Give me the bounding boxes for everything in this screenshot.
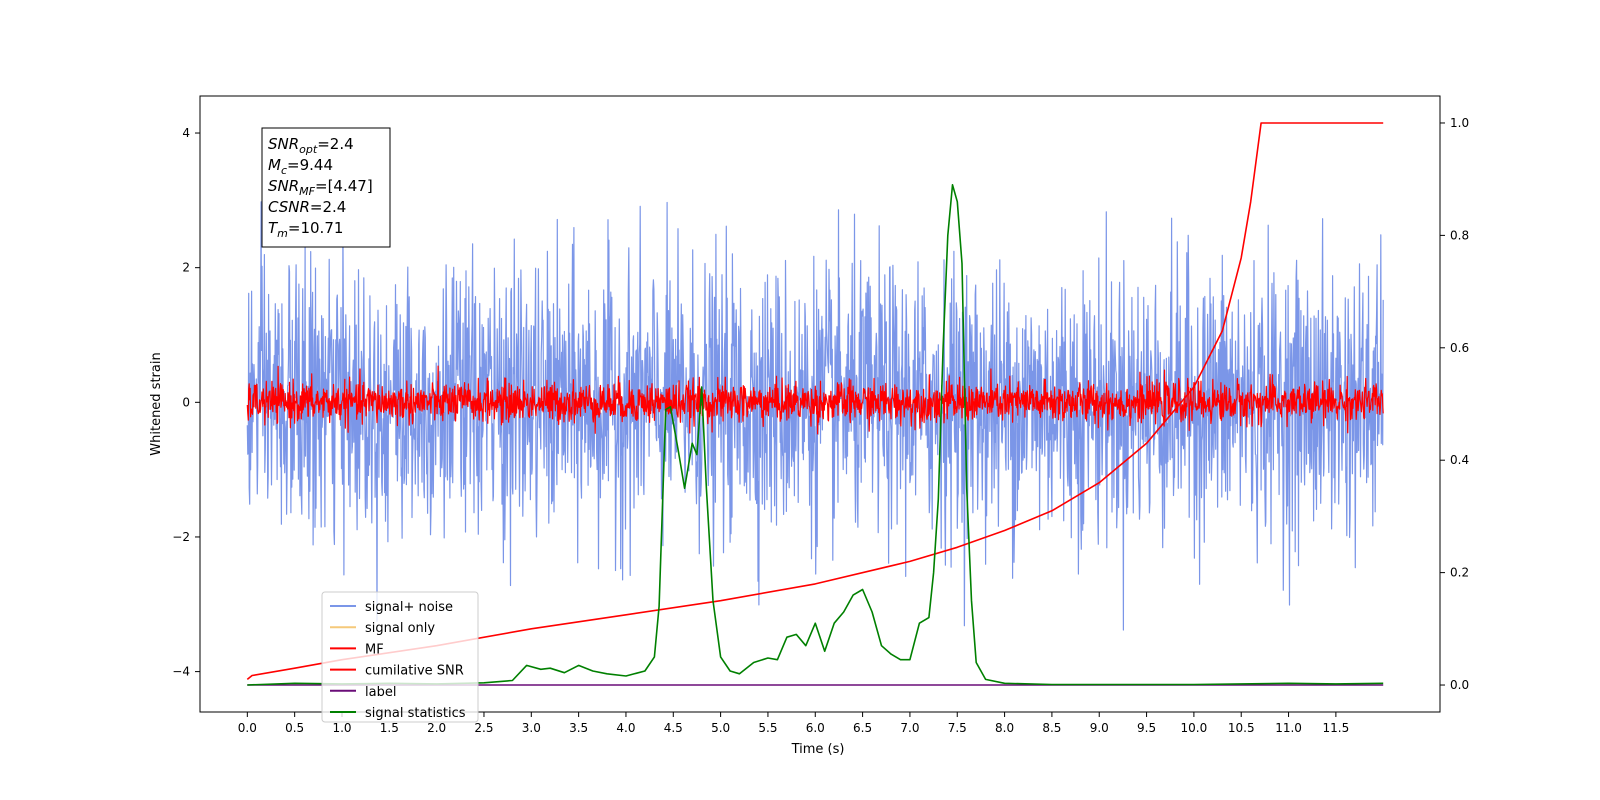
x-tick-label: 7.5 bbox=[948, 721, 967, 735]
x-axis-label: Time (s) bbox=[791, 742, 845, 757]
y-tick-label: 0 bbox=[182, 395, 190, 409]
annotation-frame bbox=[261, 127, 391, 248]
x-tick-label: 7.0 bbox=[900, 721, 919, 735]
x-tick-label: 2.0 bbox=[427, 721, 446, 735]
axes: 0.0 0.5 1.0 1.5 2.0 2.5 3.0 3.5 4.0 4.5 5.0 5.5 6.0 6… bbox=[172, 116, 1469, 735]
y-tick-label: −2 bbox=[172, 530, 190, 544]
x-tick-label: 9.0 bbox=[1090, 721, 1109, 735]
y-tick-label: 2 bbox=[182, 261, 190, 275]
legend-label: label bbox=[365, 685, 396, 700]
x-tick-label: 2.5 bbox=[474, 721, 493, 735]
legend-frame bbox=[321, 591, 479, 723]
x-tick-label: 6.0 bbox=[806, 721, 825, 735]
y2-tick-label: 0.0 bbox=[1450, 678, 1469, 692]
annotation-line: Mc=9.44 bbox=[268, 156, 333, 177]
legend-label: signal statistics bbox=[365, 706, 466, 721]
y2-tick-label: 1.0 bbox=[1450, 116, 1469, 130]
y-axis-label: Whitened strain bbox=[149, 352, 164, 455]
y-tick-label: −4 bbox=[172, 665, 190, 679]
annotation-line: Tm=10.71 bbox=[268, 219, 343, 240]
annotation-line: SNRMF=[4.47] bbox=[268, 177, 373, 198]
legend-label: cumilative SNR bbox=[365, 664, 464, 679]
x-tick-label: 5.5 bbox=[758, 721, 777, 735]
x-tick-label: 6.5 bbox=[853, 721, 872, 735]
x-tick-label: 11.0 bbox=[1275, 721, 1302, 735]
legend: signal+ noise signal only MF cumilative SNR… bbox=[321, 591, 479, 723]
y2-tick-label: 0.6 bbox=[1450, 341, 1469, 355]
x-tick-label: 8.0 bbox=[995, 721, 1014, 735]
x-tick-label: 0.5 bbox=[285, 721, 304, 735]
annotation-line: SNRopt=2.4 bbox=[268, 135, 354, 156]
x-tick-label: 9.5 bbox=[1137, 721, 1156, 735]
x-tick-label: 4.5 bbox=[664, 721, 683, 735]
x-tick-label: 3.0 bbox=[522, 721, 541, 735]
y-tick-label: 4 bbox=[182, 126, 190, 140]
x-tick-label: 1.5 bbox=[380, 721, 399, 735]
legend-label: MF bbox=[365, 642, 384, 657]
x-tick-label: 8.5 bbox=[1042, 721, 1061, 735]
series-signal-statistics-line bbox=[247, 184, 1384, 686]
x-tick-label: 10.0 bbox=[1181, 721, 1208, 735]
y2-tick-label: 0.4 bbox=[1450, 453, 1469, 467]
x-tick-label: 10.5 bbox=[1228, 721, 1255, 735]
x-tick-label: 0.0 bbox=[238, 721, 257, 735]
x-tick-label: 11.5 bbox=[1323, 721, 1350, 735]
legend-label: signal+ noise bbox=[365, 600, 453, 615]
legend-label: signal only bbox=[365, 621, 435, 636]
x-tick-label: 5.0 bbox=[711, 721, 730, 735]
y2-tick-label: 0.8 bbox=[1450, 228, 1469, 242]
plot-frame bbox=[199, 95, 1441, 713]
series-mf-line bbox=[246, 365, 1384, 435]
annotation-line: CSNR=2.4 bbox=[268, 198, 346, 216]
x-tick-label: 3.5 bbox=[569, 721, 588, 735]
y2-tick-label: 0.2 bbox=[1450, 566, 1469, 580]
x-tick-label: 1.0 bbox=[332, 721, 351, 735]
x-tick-label: 4.0 bbox=[616, 721, 635, 735]
